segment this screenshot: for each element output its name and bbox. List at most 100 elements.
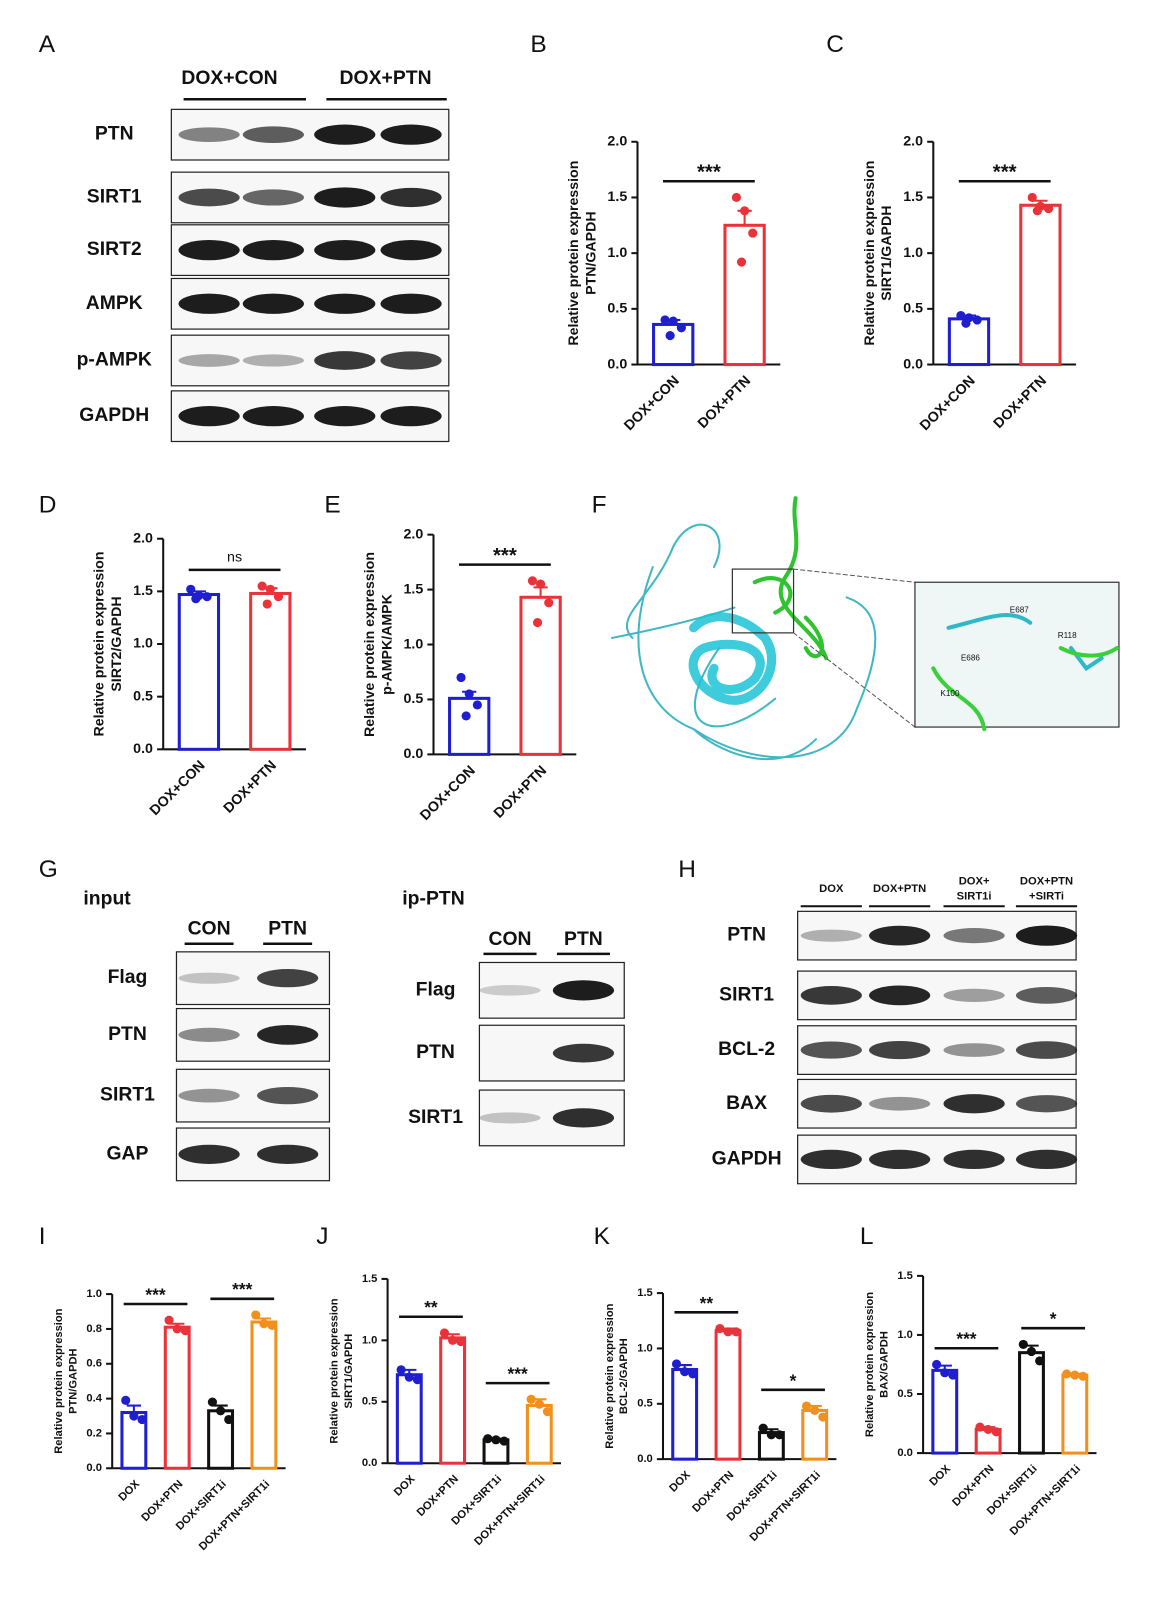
blot-row-label: Flag (416, 979, 456, 1000)
blot-row-label: PTN (727, 925, 766, 946)
data-point (665, 331, 675, 341)
data-point (932, 1359, 942, 1370)
data-point (1035, 1356, 1045, 1366)
data-point (532, 617, 543, 628)
data-point (472, 700, 482, 710)
x-tick-label: DOX+CON (417, 763, 479, 824)
data-point (671, 1359, 682, 1369)
data-point (456, 1337, 466, 1347)
bar (714, 1329, 742, 1461)
blot-band (178, 188, 240, 207)
bar (249, 591, 292, 751)
data-point (526, 1394, 536, 1404)
data-point (731, 192, 742, 203)
data-point (499, 1436, 509, 1446)
significance-label: *** (145, 1285, 166, 1305)
data-point (536, 579, 546, 589)
significance-label: * (790, 1370, 797, 1390)
blot-row-label: PTN (108, 1024, 147, 1045)
y-tick-label: 1.5 (897, 1270, 913, 1282)
blot-band (869, 1040, 931, 1060)
data-point (448, 1335, 458, 1345)
data-point (748, 228, 758, 238)
residue-label: E686 (961, 653, 981, 662)
blot-band (552, 1043, 615, 1063)
y-tick-label: 1.5 (403, 581, 423, 597)
x-tick-label: DOX+PTN (491, 763, 550, 822)
data-point (191, 594, 201, 604)
blot-band (257, 1025, 319, 1045)
y-tick-label: 0.5 (607, 301, 627, 317)
panel-label: E (324, 492, 340, 519)
data-point (940, 1368, 950, 1378)
panel-label: C (826, 31, 844, 58)
blot-row-label: GAPDH (712, 1149, 782, 1170)
data-point (758, 1423, 768, 1433)
y-tick-label: 0.5 (637, 1398, 653, 1410)
blot-title: input (83, 888, 131, 909)
blot-band (178, 1027, 240, 1042)
y-tick-label: 1.0 (403, 636, 423, 652)
y-axis-label: BCL-2/GAPDH (618, 1338, 630, 1414)
data-point (991, 1427, 1001, 1437)
x-tick-label: DOX (927, 1463, 953, 1489)
y-tick-label: 1.0 (133, 636, 153, 652)
blot-band (800, 1041, 862, 1059)
y-tick-label: 0.5 (133, 688, 153, 704)
x-tick-label: DOX (116, 1478, 142, 1504)
protein-structure (610, 496, 1120, 761)
data-point (948, 1370, 958, 1380)
blot-band (178, 127, 240, 143)
bar (931, 1368, 959, 1455)
y-tick-label: 1.5 (903, 189, 923, 205)
lane-label: DOX+PTN (1020, 875, 1073, 887)
y-tick-label: 0.5 (903, 301, 923, 317)
data-point (1043, 204, 1054, 214)
significance-label: *** (508, 1364, 529, 1384)
bar (671, 1367, 699, 1461)
blot-band (242, 239, 304, 261)
blot-band (178, 1088, 240, 1103)
blot-band (380, 406, 442, 427)
blot-row-label: BAX (726, 1093, 767, 1114)
data-point (129, 1411, 139, 1421)
x-tick-label: DOX+PTN (139, 1478, 185, 1524)
y-tick-label: 2.0 (133, 530, 153, 546)
lane-label: PTN (564, 929, 603, 950)
panel-label: K (594, 1223, 610, 1250)
data-point (483, 1434, 493, 1444)
blot-band (242, 406, 304, 427)
panel-label: D (39, 492, 57, 519)
data-point (740, 206, 750, 216)
blot-band (943, 928, 1005, 944)
data-point (259, 1319, 269, 1329)
panel-label: G (39, 856, 58, 883)
residue-label: R118 (1058, 631, 1077, 640)
data-point (1026, 1346, 1037, 1357)
blot-row-label: SIRT2 (87, 239, 142, 260)
blot-band (869, 925, 931, 946)
data-point (137, 1414, 147, 1425)
lane-label: SIRT1i (957, 891, 992, 903)
significance-label: *** (493, 545, 517, 567)
data-point (491, 1435, 501, 1445)
data-point (688, 1369, 698, 1379)
blot-row-label: SIRT1 (719, 985, 774, 1006)
blot-band (242, 293, 304, 314)
data-point (207, 1397, 218, 1407)
x-tick-label: DOX+CON (147, 758, 209, 819)
bar (250, 1320, 278, 1470)
blot-band (257, 1087, 319, 1105)
y-axis-label: p-AMPK/AMPK (379, 593, 395, 694)
residue-label: E687 (1010, 606, 1030, 615)
blot-band (314, 187, 376, 208)
x-tick-label: DOX+PTN (950, 1463, 996, 1509)
blot-row-label: Flag (108, 967, 148, 988)
blot-row-label: BCL-2 (718, 1039, 775, 1060)
y-tick-label: 1.0 (362, 1334, 378, 1346)
y-tick-label: 1.5 (362, 1273, 378, 1285)
x-tick-label: DOX+CON (621, 373, 683, 434)
significance-label: *** (993, 162, 1017, 184)
blot-band (380, 293, 442, 314)
